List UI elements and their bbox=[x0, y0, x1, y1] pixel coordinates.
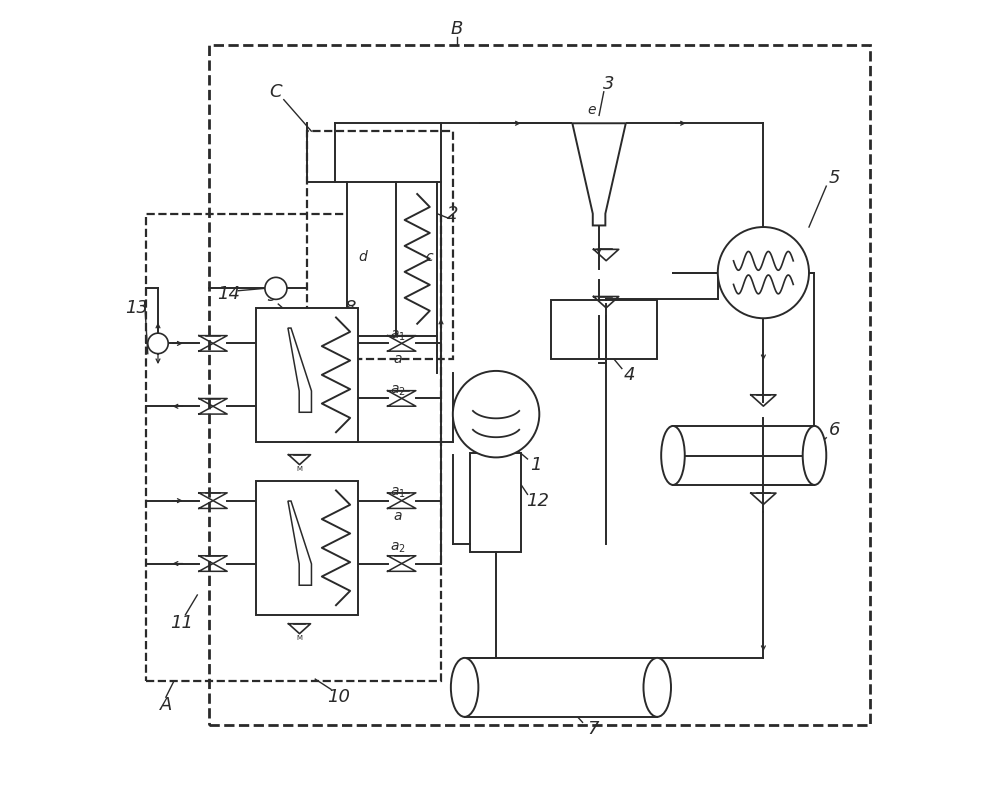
Bar bbox=[256, 308, 358, 442]
Bar bbox=[307, 131, 453, 359]
Text: a: a bbox=[394, 352, 402, 366]
Circle shape bbox=[265, 278, 287, 299]
Text: 2: 2 bbox=[447, 204, 459, 222]
Text: 14: 14 bbox=[217, 285, 240, 303]
Polygon shape bbox=[288, 328, 311, 413]
Text: 10: 10 bbox=[327, 688, 350, 706]
Bar bbox=[256, 481, 358, 615]
Text: a: a bbox=[394, 510, 402, 523]
Text: M: M bbox=[297, 466, 303, 472]
Bar bbox=[465, 658, 657, 717]
Bar bbox=[551, 300, 657, 359]
Text: B: B bbox=[451, 20, 463, 38]
Text: $a_2$: $a_2$ bbox=[390, 540, 406, 555]
Bar bbox=[146, 214, 441, 682]
Ellipse shape bbox=[661, 426, 685, 485]
Text: M: M bbox=[297, 635, 303, 641]
Circle shape bbox=[718, 227, 809, 318]
Text: 4: 4 bbox=[624, 366, 635, 383]
Text: 3: 3 bbox=[603, 75, 614, 93]
Text: e: e bbox=[588, 103, 596, 117]
Text: $a_1$: $a_1$ bbox=[390, 328, 406, 342]
Text: 1: 1 bbox=[530, 456, 541, 474]
Text: 6: 6 bbox=[828, 421, 840, 439]
Text: A: A bbox=[160, 696, 172, 714]
Polygon shape bbox=[572, 123, 626, 226]
Text: $b_2$: $b_2$ bbox=[272, 578, 288, 596]
Bar bbox=[209, 45, 870, 725]
Bar bbox=[470, 454, 521, 552]
Ellipse shape bbox=[643, 658, 671, 717]
Ellipse shape bbox=[451, 658, 478, 717]
Text: 11: 11 bbox=[170, 614, 193, 631]
Text: $a_1$: $a_1$ bbox=[390, 485, 406, 500]
Text: $b_1$: $b_1$ bbox=[260, 334, 276, 351]
Text: 13: 13 bbox=[125, 299, 148, 317]
Text: 5: 5 bbox=[828, 170, 840, 187]
Bar bbox=[673, 426, 814, 485]
Circle shape bbox=[148, 333, 168, 353]
Text: 9: 9 bbox=[266, 287, 278, 305]
Text: $a_2$: $a_2$ bbox=[390, 383, 406, 398]
Bar bbox=[347, 182, 437, 335]
Circle shape bbox=[453, 371, 539, 458]
Text: c: c bbox=[425, 250, 433, 264]
Text: C: C bbox=[270, 83, 282, 101]
Text: $b_1$: $b_1$ bbox=[260, 491, 276, 508]
Text: d: d bbox=[358, 250, 367, 264]
Text: 7: 7 bbox=[587, 720, 599, 738]
Text: $b_2$: $b_2$ bbox=[272, 419, 288, 436]
Text: 8: 8 bbox=[345, 299, 356, 317]
Text: b: b bbox=[264, 518, 272, 531]
Ellipse shape bbox=[803, 426, 826, 485]
Text: 12: 12 bbox=[526, 492, 549, 510]
Polygon shape bbox=[288, 501, 311, 585]
Text: b: b bbox=[264, 360, 272, 374]
